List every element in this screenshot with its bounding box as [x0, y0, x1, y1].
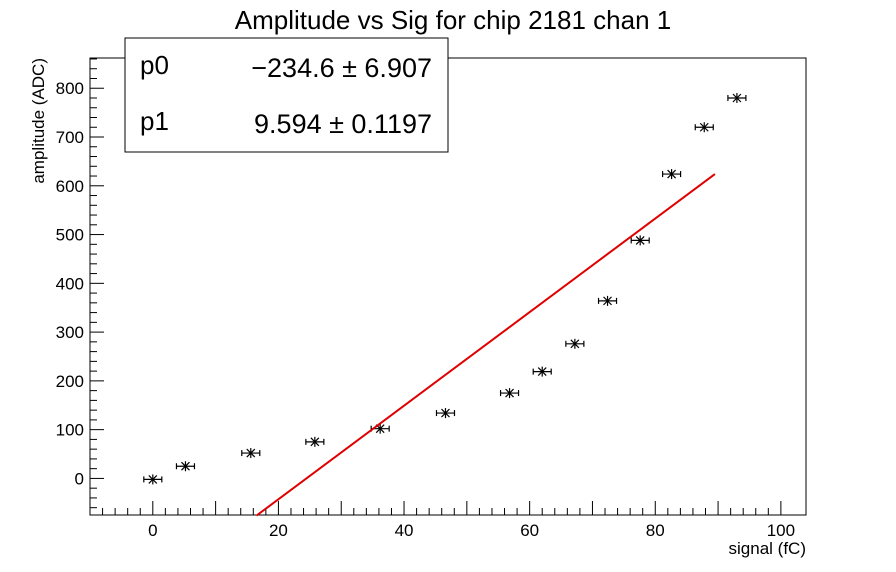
fit-line: [255, 173, 716, 517]
x-tick-label: 40: [395, 521, 414, 540]
chart-title: Amplitude vs Sig for chip 2181 chan 1: [235, 5, 671, 35]
x-axis: 0 20 40 60 80 100: [89, 501, 795, 540]
stats-p1-value: 9.594 ± 0.1197: [254, 109, 432, 139]
y-axis: 0 100 200 300 400 500 600 700 800: [56, 58, 104, 509]
data-point: [565, 338, 585, 349]
y-tick-label: 100: [56, 421, 84, 440]
y-tick-label: 700: [56, 128, 84, 147]
y-axis-label: amplitude (ADC): [29, 58, 48, 184]
data-point: [305, 436, 325, 447]
data-point: [241, 448, 261, 459]
y-tick-label: 400: [56, 274, 84, 293]
x-tick-label: 60: [520, 521, 539, 540]
y-tick-label: 200: [56, 372, 84, 391]
data-point: [630, 235, 650, 246]
data-point: [499, 388, 520, 399]
x-tick-label: 20: [269, 521, 288, 540]
data-points: [143, 92, 747, 485]
y-tick-label: 300: [56, 323, 84, 342]
x-tick-label: 100: [767, 521, 795, 540]
stats-p1-name: p1: [140, 106, 169, 136]
data-point: [143, 474, 163, 485]
data-point: [175, 461, 196, 472]
x-tick-label: 0: [148, 521, 157, 540]
data-point: [694, 122, 714, 133]
y-tick-label: 800: [56, 79, 84, 98]
x-tick-label: 80: [646, 521, 665, 540]
y-tick-label: 600: [56, 177, 84, 196]
data-point: [532, 366, 552, 377]
y-tick-label: 500: [56, 226, 84, 245]
data-point: [727, 92, 747, 103]
data-point: [435, 408, 456, 419]
x-axis-label: signal (fC): [729, 539, 806, 558]
data-point: [661, 169, 682, 180]
stats-box: p0 −234.6 ± 6.907 p1 9.594 ± 0.1197: [124, 37, 449, 153]
data-point: [597, 295, 618, 306]
stats-box-frame: [124, 37, 449, 153]
stats-p0-name: p0: [140, 50, 169, 80]
y-tick-label: 0: [75, 469, 84, 488]
stats-p0-value: −234.6 ± 6.907: [251, 53, 432, 83]
